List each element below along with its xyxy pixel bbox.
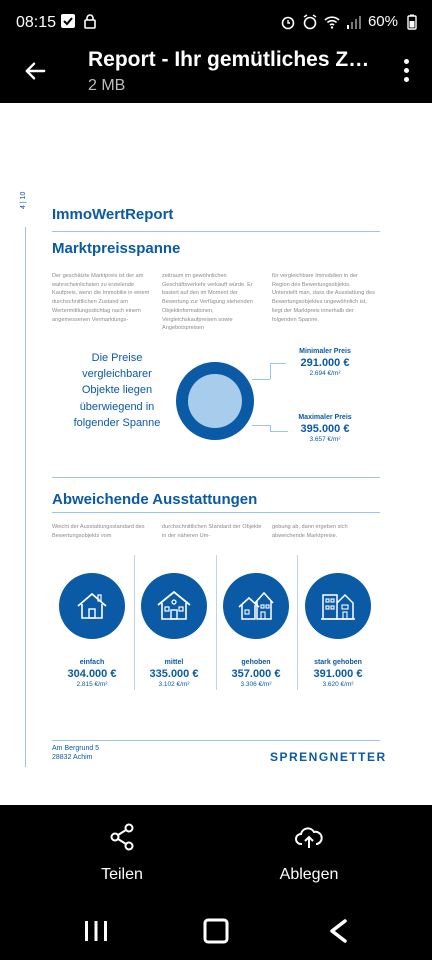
- lock-icon: [84, 14, 96, 29]
- house-upscale-icon: [223, 573, 289, 639]
- standard-price: 335.000 €: [149, 668, 199, 680]
- connector-line: [270, 425, 271, 431]
- save-label: Ablegen: [279, 866, 339, 883]
- document-title: Report - Ihr gemütliches Zuh...: [88, 48, 378, 71]
- home-icon: [203, 918, 229, 944]
- share-button[interactable]: Teilen: [62, 823, 182, 884]
- max-price-value: 395.000 €: [300, 423, 350, 435]
- connector-line: [270, 363, 286, 364]
- section-title-marktpreisspanne: Marktpreisspanne: [52, 240, 181, 257]
- max-price-label: Maximaler Preis: [298, 414, 352, 421]
- battery-icon: [407, 14, 417, 30]
- status-time: 08:15: [16, 14, 57, 31]
- cloud-upload-icon: [295, 827, 323, 848]
- text-column-4: Weicht der Ausstattungsstandard des Bewe…: [52, 524, 145, 539]
- status-right-icons: 60%: [280, 13, 420, 30]
- house-medium-icon: [141, 573, 207, 639]
- status-left-icons: [60, 13, 98, 29]
- divider: [52, 231, 380, 232]
- app-bar: Report - Ihr gemütliches Zuh... 2 MB: [0, 46, 432, 102]
- battery-percent: 60%: [367, 13, 398, 30]
- min-price-sqm: 2.694 €/m²: [309, 370, 341, 377]
- standard-price: 357.000 €: [231, 668, 281, 680]
- sprengnetter-logo: SPRENGNETTER: [270, 750, 387, 764]
- connector-line: [252, 425, 270, 426]
- column-separator: [297, 555, 298, 690]
- standard-sqm: 3.306 €/m²: [240, 681, 272, 688]
- divider: [52, 512, 380, 513]
- bottom-action-bar: Teilen Ablegen: [0, 805, 432, 900]
- status-bar: 08:15 60%: [0, 0, 432, 46]
- standard-sqm: 3.620 €/m²: [322, 681, 354, 688]
- standard-sqm: 3.102 €/m²: [158, 681, 190, 688]
- text-column-5: durchschnittlichen Standard der Objekte …: [162, 524, 262, 539]
- home-button[interactable]: [196, 916, 236, 946]
- text-column-2: zeitraum im gewöhnlichen Geschäftsverkeh…: [162, 273, 253, 332]
- price-range-donut: [176, 362, 254, 440]
- document-size: 2 MB: [88, 77, 126, 94]
- standard-price: 304.000 €: [67, 668, 117, 680]
- standard-label: stark gehoben: [314, 659, 362, 666]
- divider: [52, 740, 380, 741]
- connector-line: [252, 379, 270, 380]
- save-to-cloud-button[interactable]: Ablegen: [249, 823, 369, 884]
- standard-label: gehoben: [241, 659, 271, 666]
- standard-label: einfach: [79, 659, 105, 666]
- column-separator: [216, 555, 217, 690]
- checkbox-notification-icon: [61, 14, 75, 28]
- back-nav-button[interactable]: [318, 916, 358, 946]
- connector-line: [270, 363, 271, 379]
- house-luxury-icon: [305, 573, 371, 639]
- arrow-back-icon: [25, 62, 46, 80]
- standard-label: mittel: [164, 659, 184, 666]
- footer-address: Am Bergrund 5 28832 Achim: [52, 744, 99, 762]
- standard-sqm: 2.815 €/m²: [76, 681, 108, 688]
- min-price-label: Minimaler Preis: [299, 348, 351, 355]
- text-column-1: Der geschätzte Marktpreis ist der am wah…: [52, 273, 150, 323]
- footer-city: 28832 Achim: [52, 754, 93, 761]
- text-column-6: gebung ab, dann ergeben sich abweichende…: [272, 524, 348, 539]
- side-rule: [25, 227, 26, 767]
- alarm-icon: [281, 16, 295, 29]
- section-title-ausstattungen: Abweichende Ausstattungen: [52, 491, 258, 508]
- recent-apps-button[interactable]: [76, 916, 116, 946]
- document-page[interactable]: 4 | 10 ImmoWertReport Marktpreisspanne D…: [0, 103, 432, 805]
- system-navigation-bar: [0, 900, 432, 960]
- connector-line: [270, 431, 288, 432]
- recent-apps-icon: [85, 921, 107, 941]
- share-icon: [110, 823, 134, 851]
- alarm-clock-icon: [303, 13, 317, 29]
- back-button[interactable]: [18, 54, 52, 88]
- min-price-value: 291.000 €: [300, 357, 350, 369]
- chevron-left-icon: [330, 919, 347, 943]
- signal-icon: [346, 15, 361, 29]
- price-range-note: Die Preise vergleichbarer Objekte liegen…: [73, 352, 161, 429]
- report-brand: ImmoWertReport: [52, 206, 174, 223]
- text-column-3: für vergleichbare Immobilien in der Regi…: [272, 273, 375, 323]
- standard-price: 391.000 €: [313, 668, 363, 680]
- wifi-icon: [324, 15, 340, 29]
- page-number: 4 | 10: [20, 191, 27, 209]
- divider: [52, 477, 380, 478]
- share-label: Teilen: [101, 866, 143, 883]
- more-options-button[interactable]: [394, 56, 418, 84]
- column-separator: [134, 555, 135, 690]
- house-simple-icon: [59, 573, 125, 639]
- max-price-sqm: 3.657 €/m²: [309, 436, 341, 443]
- footer-street: Am Bergrund 5: [52, 745, 100, 752]
